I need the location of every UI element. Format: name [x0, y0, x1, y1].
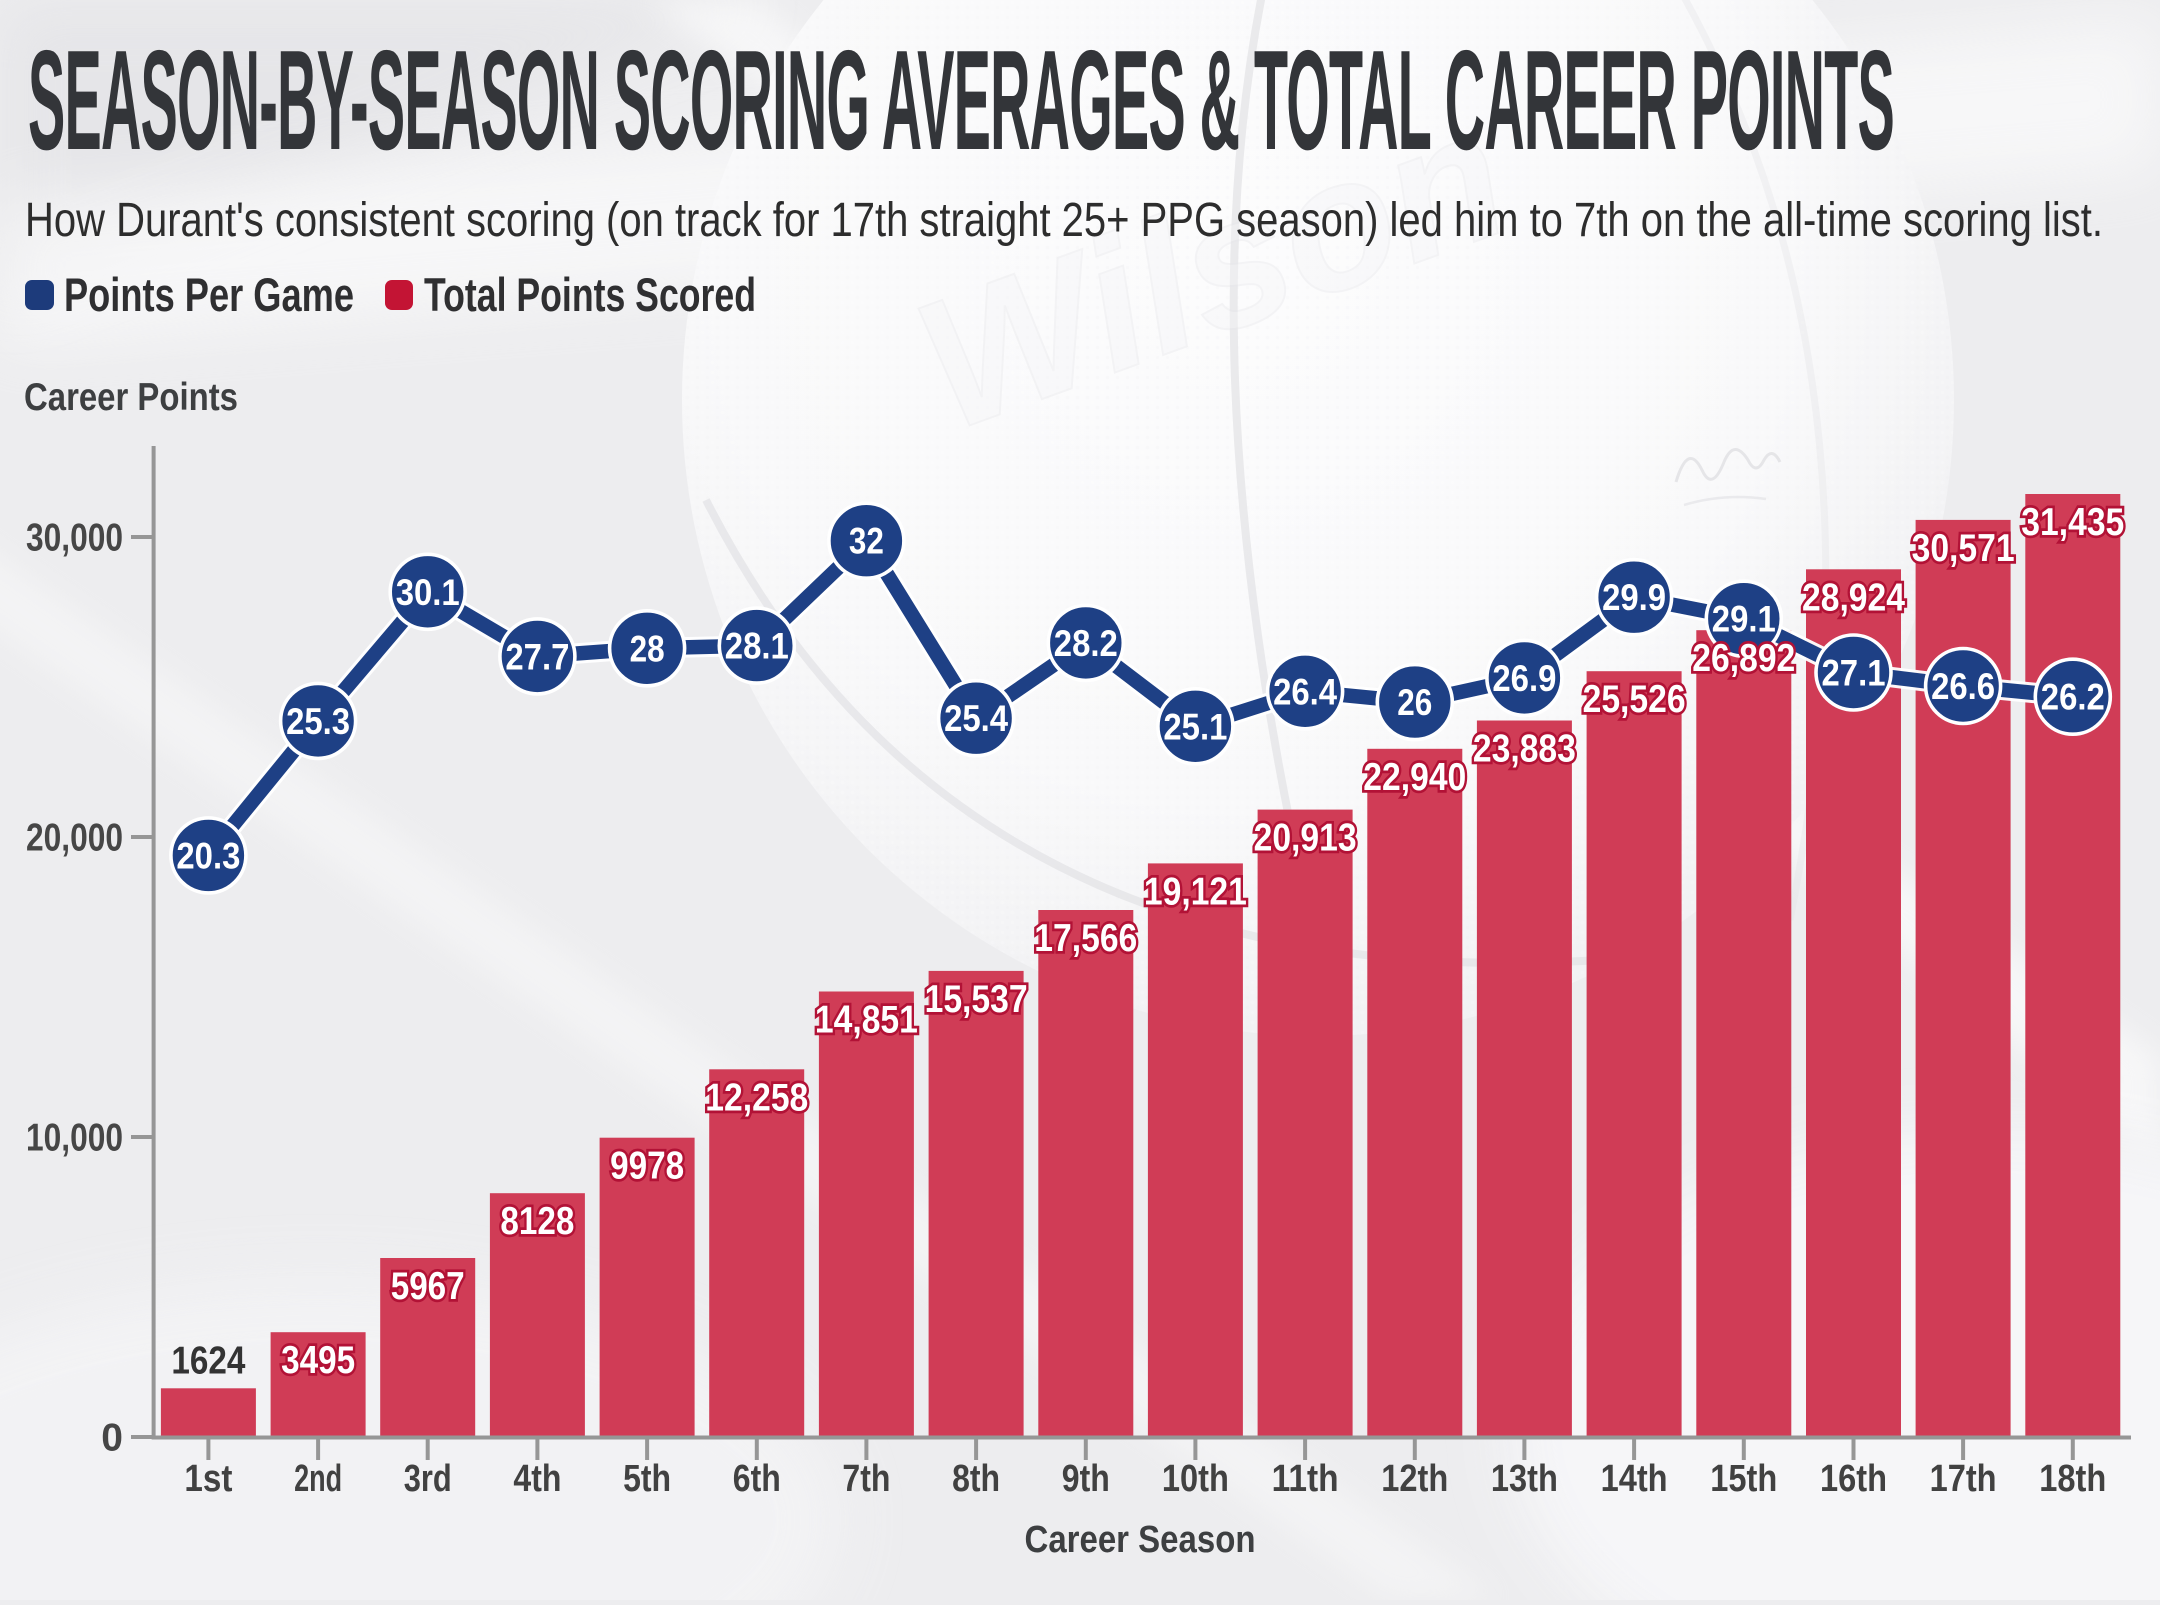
svg-text:19,121: 19,121 [1144, 870, 1247, 913]
svg-text:0: 0 [101, 1417, 123, 1460]
svg-text:26.6: 26.6 [1931, 666, 1995, 707]
svg-text:9th: 9th [1062, 1458, 1110, 1500]
svg-text:26.9: 26.9 [1492, 658, 1556, 699]
svg-text:3495: 3495 [281, 1339, 355, 1382]
svg-text:5967: 5967 [391, 1265, 465, 1308]
svg-text:11th: 11th [1272, 1458, 1339, 1500]
svg-text:29.1: 29.1 [1712, 599, 1776, 640]
svg-text:26: 26 [1397, 682, 1432, 723]
svg-text:28.2: 28.2 [1054, 623, 1118, 664]
svg-text:28: 28 [630, 628, 665, 669]
svg-text:28,924: 28,924 [1802, 576, 1905, 619]
svg-text:14th: 14th [1601, 1458, 1668, 1500]
svg-text:Points Per Game: Points Per Game [64, 268, 354, 321]
svg-text:2nd: 2nd [294, 1458, 342, 1500]
svg-text:16th: 16th [1820, 1458, 1887, 1500]
svg-text:17,566: 17,566 [1034, 917, 1137, 960]
svg-text:25.1: 25.1 [1163, 706, 1227, 747]
svg-text:20,913: 20,913 [1254, 817, 1357, 860]
svg-text:32: 32 [849, 521, 884, 562]
svg-text:9978: 9978 [610, 1145, 684, 1188]
svg-text:27.1: 27.1 [1822, 653, 1886, 694]
svg-text:SEASON-BY-SEASON SCORING AVERA: SEASON-BY-SEASON SCORING AVERAGES & TOTA… [28, 21, 1894, 180]
svg-text:26,892: 26,892 [1692, 637, 1795, 680]
svg-text:1624: 1624 [171, 1339, 245, 1382]
svg-text:25.3: 25.3 [286, 701, 350, 742]
svg-text:12,258: 12,258 [705, 1076, 808, 1119]
svg-text:4th: 4th [513, 1458, 561, 1500]
svg-text:30.1: 30.1 [396, 572, 460, 613]
svg-text:Career Points: Career Points [24, 376, 238, 419]
svg-text:14,851: 14,851 [815, 999, 918, 1042]
svg-text:How Durant's consistent scorin: How Durant's consistent scoring (on trac… [25, 194, 2103, 247]
svg-text:20,000: 20,000 [26, 817, 123, 860]
svg-text:27.7: 27.7 [505, 636, 569, 677]
svg-text:26.2: 26.2 [2041, 677, 2105, 718]
svg-text:15,537: 15,537 [925, 978, 1028, 1021]
svg-text:5th: 5th [623, 1458, 671, 1500]
svg-text:13th: 13th [1491, 1458, 1558, 1500]
svg-text:15th: 15th [1710, 1458, 1777, 1500]
svg-text:26.4: 26.4 [1273, 671, 1337, 712]
svg-text:7th: 7th [842, 1458, 890, 1500]
svg-text:25,526: 25,526 [1583, 678, 1686, 721]
svg-text:Total Points Scored: Total Points Scored [424, 268, 756, 321]
svg-text:8th: 8th [952, 1458, 1000, 1500]
svg-text:18th: 18th [2039, 1458, 2106, 1500]
svg-text:Career Season: Career Season [1025, 1519, 1256, 1561]
svg-text:22,940: 22,940 [1363, 756, 1466, 799]
svg-text:29.9: 29.9 [1602, 577, 1666, 618]
svg-text:1st: 1st [184, 1458, 232, 1500]
svg-text:20.3: 20.3 [176, 835, 240, 876]
svg-text:30,571: 30,571 [1912, 527, 2015, 570]
svg-text:17th: 17th [1930, 1458, 1997, 1500]
svg-text:8128: 8128 [500, 1200, 574, 1243]
svg-text:23,883: 23,883 [1473, 728, 1576, 771]
svg-text:28.1: 28.1 [725, 626, 789, 667]
svg-text:10th: 10th [1162, 1458, 1229, 1500]
svg-text:6th: 6th [733, 1458, 781, 1500]
svg-text:25.4: 25.4 [944, 698, 1008, 739]
svg-text:31,435: 31,435 [2021, 501, 2124, 544]
svg-text:10,000: 10,000 [26, 1117, 123, 1160]
svg-text:3rd: 3rd [404, 1458, 452, 1500]
svg-text:12th: 12th [1381, 1458, 1448, 1500]
svg-text:30,000: 30,000 [26, 517, 123, 560]
